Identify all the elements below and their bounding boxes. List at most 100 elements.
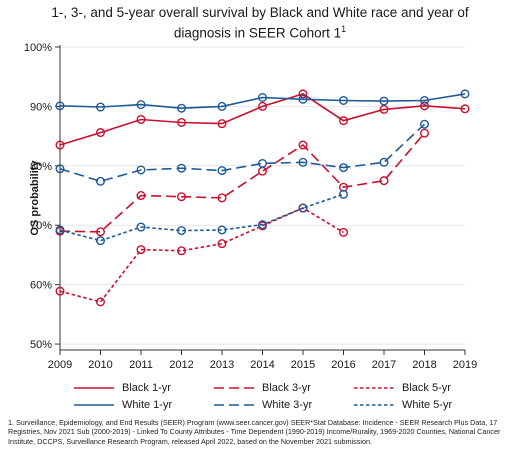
series-white-1-yr — [55, 89, 470, 113]
point-black-1-yr-2019 — [460, 104, 470, 114]
point-black-1-yr-2018 — [420, 101, 430, 111]
point-black-1-yr-2017 — [379, 104, 389, 114]
x-tick-label-2009: 2009 — [48, 359, 72, 371]
y-tick-label-1: 60% — [30, 280, 52, 292]
series-black-1-yr — [55, 89, 470, 150]
point-white-1-yr-2009 — [55, 101, 65, 111]
point-white-1-yr-2017 — [379, 96, 389, 106]
series-line-white-1-yr — [59, 93, 466, 110]
point-white-3-yr-2013 — [217, 166, 227, 176]
point-white-1-yr-2018 — [420, 95, 430, 105]
series-line-white-5-yr — [59, 193, 344, 242]
footnote: 1. Surveillance, Epidemiology, and End R… — [8, 418, 501, 446]
point-black-1-yr-2011 — [136, 114, 146, 124]
point-white-1-yr-2015 — [298, 94, 308, 104]
point-white-3-yr-2011 — [136, 165, 146, 175]
point-white-5-yr-2012 — [176, 226, 186, 236]
point-white-5-yr-2011 — [136, 222, 146, 232]
point-white-1-yr-2016 — [339, 95, 349, 105]
point-white-5-yr-2010 — [95, 236, 105, 246]
y-tick-label-0: 50% — [30, 339, 52, 351]
legend-label-black-1-yr: Black 1-yr — [122, 381, 171, 394]
legend-swatch-white-3-yr — [214, 403, 254, 406]
legend-row-1: White 1-yr White 3-yr White 5-yr — [72, 396, 492, 413]
point-black-5-yr-2013 — [217, 239, 227, 249]
series-line-black-1-yr — [59, 93, 466, 146]
legend-item-white-5-yr: White 5-yr — [352, 399, 492, 411]
point-white-3-yr-2016 — [339, 163, 349, 173]
y-tick-label-4: 90% — [30, 101, 52, 113]
legend-row-0: Black 1-yr Black 3-yr Black 5-yr — [72, 379, 492, 396]
legend-swatch-black-1-yr — [74, 386, 114, 389]
y-tick-label-5: 100% — [24, 42, 52, 54]
y-axis-ticks: 50% 60% 70% 80% 90% 100% — [24, 42, 60, 351]
point-black-5-yr-2009 — [55, 286, 65, 296]
series-black-5-yr — [55, 203, 349, 307]
point-white-1-yr-2014 — [258, 92, 268, 102]
point-black-3-yr-2011 — [136, 191, 146, 201]
x-tick-label-2011: 2011 — [129, 359, 153, 371]
legend-swatch-black-3-yr — [214, 386, 254, 389]
legend-item-black-1-yr: Black 1-yr — [72, 382, 212, 394]
point-white-5-yr-2009 — [55, 225, 65, 235]
point-white-3-yr-2009 — [55, 164, 65, 174]
point-white-3-yr-2017 — [379, 157, 389, 167]
point-white-3-yr-2010 — [95, 176, 105, 186]
axes — [59, 45, 465, 351]
survival-line-chart: 50% 60% 70% 80% 90% 100% 2009 2010 2011 2012 2013… — [24, 42, 477, 371]
legend-label-white-1-yr: White 1-yr — [122, 398, 173, 411]
series-white-5-yr — [55, 189, 349, 246]
x-tick-label-2014: 2014 — [250, 359, 274, 371]
series-line-black-3-yr — [59, 132, 426, 233]
point-white-5-yr-2013 — [217, 225, 227, 235]
x-tick-label-2010: 2010 — [88, 359, 112, 371]
point-white-1-yr-2012 — [176, 103, 186, 113]
legend-label-white-3-yr: White 3-yr — [262, 398, 313, 411]
legend-swatch-white-5-yr — [354, 403, 394, 406]
point-black-1-yr-2014 — [258, 101, 268, 111]
legend-label-black-3-yr: Black 3-yr — [262, 381, 311, 394]
legend-item-white-3-yr: White 3-yr — [212, 399, 352, 411]
point-black-5-yr-2012 — [176, 246, 186, 256]
point-white-5-yr-2014 — [258, 220, 268, 230]
point-white-5-yr-2016 — [339, 189, 349, 199]
legend-item-black-5-yr: Black 5-yr — [352, 382, 492, 394]
point-black-1-yr-2015 — [298, 89, 308, 99]
point-white-1-yr-2010 — [95, 102, 105, 112]
point-black-1-yr-2009 — [55, 140, 65, 150]
point-white-3-yr-2015 — [298, 157, 308, 167]
point-black-3-yr-2014 — [258, 166, 268, 176]
legend-label-black-5-yr: Black 5-yr — [402, 381, 451, 394]
point-black-3-yr-2015 — [298, 140, 308, 150]
legend-label-white-5-yr: White 5-yr — [402, 398, 453, 411]
chart-legend: Black 1-yr Black 3-yr Black 5-yr White 1-yr… — [72, 379, 492, 413]
point-black-1-yr-2013 — [217, 119, 227, 129]
x-tick-label-2017: 2017 — [372, 359, 396, 371]
series-line-black-5-yr — [59, 207, 344, 303]
point-white-3-yr-2018 — [420, 119, 430, 129]
point-white-3-yr-2012 — [176, 163, 186, 173]
point-black-3-yr-2018 — [420, 128, 430, 138]
point-black-1-yr-2010 — [95, 128, 105, 138]
legend-item-black-3-yr: Black 3-yr — [212, 382, 352, 394]
legend-swatch-black-5-yr — [354, 386, 394, 389]
point-black-5-yr-2011 — [136, 245, 146, 255]
legend-swatch-white-1-yr — [74, 403, 114, 406]
point-white-5-yr-2015 — [298, 203, 308, 213]
point-black-3-yr-2012 — [176, 192, 186, 202]
point-white-1-yr-2013 — [217, 101, 227, 111]
series-black-3-yr — [55, 128, 430, 237]
point-white-1-yr-2019 — [460, 89, 470, 99]
x-tick-label-2018: 2018 — [412, 359, 436, 371]
data-series — [55, 89, 470, 307]
chart-title-footnote-marker: 1 — [341, 24, 347, 34]
chart-title-line-1: 1-, 3-, and 5-year overall survival by B… — [51, 5, 469, 20]
legend-item-white-1-yr: White 1-yr — [72, 399, 212, 411]
y-tick-label-3: 80% — [30, 161, 52, 173]
x-tick-label-2013: 2013 — [210, 359, 234, 371]
y-axis-label: OS probability — [29, 160, 41, 236]
point-black-3-yr-2010 — [95, 227, 105, 237]
point-white-3-yr-2014 — [258, 158, 268, 168]
point-black-3-yr-2013 — [217, 193, 227, 203]
point-black-5-yr-2010 — [95, 297, 105, 307]
